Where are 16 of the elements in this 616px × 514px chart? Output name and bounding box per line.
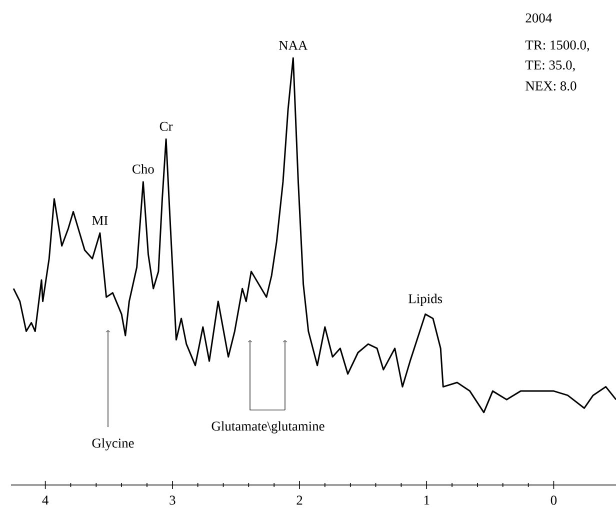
annotation: Cho xyxy=(132,164,154,174)
x-tick-label: 1 xyxy=(424,496,430,505)
annotation: Cr xyxy=(160,122,173,131)
x-tick-label: 4 xyxy=(42,496,48,505)
x-tick-label: 0 xyxy=(550,496,557,505)
annotation: NAA xyxy=(278,40,308,50)
annotation: MI xyxy=(92,216,108,225)
annotation: NEX: 8.0 xyxy=(526,81,576,91)
text: TR: 1500.0, xyxy=(525,40,589,52)
annotation: Glycine xyxy=(92,438,134,450)
text: 2004 xyxy=(526,13,552,23)
x-tick-label: 2 xyxy=(296,496,302,505)
x-tick-label: 3 xyxy=(170,496,176,505)
annotation: TE: 35.0, xyxy=(525,60,575,72)
annotation: Glutamate\glutamine xyxy=(212,421,324,434)
annotation: Lipids xyxy=(408,294,442,306)
